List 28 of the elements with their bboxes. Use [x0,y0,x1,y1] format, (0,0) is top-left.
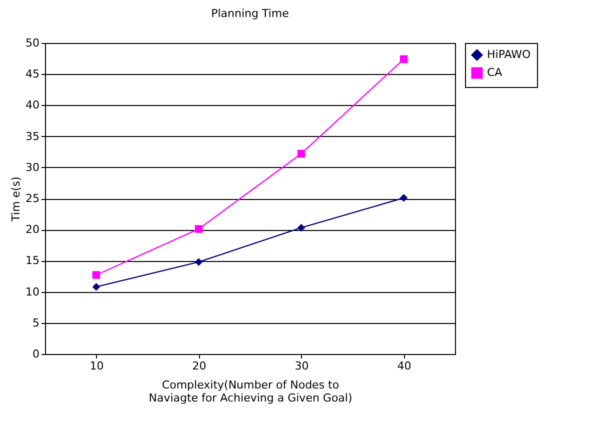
y-tick-label: 35 [26,130,40,143]
point [194,258,203,266]
x-tick-label: 10 [90,360,104,372]
y-tick-label: 5 [32,316,40,330]
y-tick-label: 40 [26,98,40,112]
chart-title: Planning Time [211,7,290,20]
y-tick-label: 25 [26,192,40,205]
y-tick-label: 30 [26,160,40,174]
point [297,150,306,158]
x-tick-label: 40 [397,360,412,372]
point [92,271,100,279]
point [194,225,203,233]
legend-label: HiPAWO [487,48,532,61]
y-tick-label: 0 [32,348,40,360]
y-tick-label: 20 [26,223,40,236]
point [297,224,306,232]
y-tick-label: 15 [26,254,40,268]
point [400,55,408,64]
x-tick-label: 20 [192,360,206,372]
y-tick-label: 45 [26,68,40,81]
legend-label: CA [487,66,503,79]
y-tick-label: 10 [26,285,40,298]
y-axis-title: Tim e(s) [10,176,23,222]
y-tick-label: 50 [26,36,40,50]
x-axis-title: Complexity(Number of Nodes to Naviagte for Achieving a Given Goal) [148,378,352,404]
x-tick-label: 30 [294,360,309,372]
point [92,282,100,291]
point [400,194,408,202]
